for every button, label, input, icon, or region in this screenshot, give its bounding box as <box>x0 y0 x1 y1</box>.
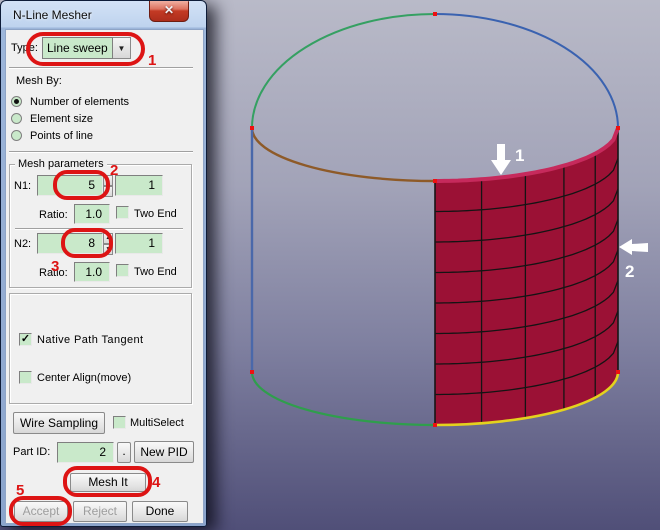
spinner-down-icon[interactable]: ▼ <box>103 186 113 197</box>
chevron-down-icon[interactable]: ▼ <box>113 37 131 59</box>
options-group <box>9 293 192 404</box>
key-point <box>433 179 437 183</box>
annotation-number-3: 3 <box>51 258 60 275</box>
separator <box>9 67 193 69</box>
radio-element-size[interactable] <box>11 113 22 124</box>
n1-ratio-label: Ratio: <box>39 209 68 221</box>
key-point <box>616 370 620 374</box>
native-path-tangent-checkbox[interactable]: ✓ <box>19 333 32 346</box>
native-path-tangent-label[interactable]: Native Path Tangent <box>37 334 144 346</box>
n1-bias-input[interactable]: 1 <box>115 175 163 196</box>
mesh-by-label: Mesh By: <box>16 75 62 87</box>
n2-two-end-label[interactable]: Two End <box>134 266 177 278</box>
multiselect-checkbox[interactable] <box>113 416 126 429</box>
dialog-body: Type: Line sweep ▼ Mesh By: Number of el… <box>5 29 204 526</box>
accept-button[interactable]: Accept <box>14 501 68 522</box>
mesh-row-line <box>435 219 619 274</box>
new-pid-button[interactable]: New PID <box>134 441 194 463</box>
spinner-down-icon[interactable]: ▼ <box>103 244 113 255</box>
key-point <box>250 126 254 130</box>
n2-two-end-checkbox[interactable] <box>116 264 129 277</box>
n1-input[interactable]: 5 <box>37 175 103 196</box>
n2-input[interactable]: 8 <box>37 233 103 254</box>
curve-bottom-left <box>250 371 436 427</box>
viewport-label-2: 2 <box>625 262 634 281</box>
mesh-parameters-title: Mesh parameters <box>15 158 107 170</box>
annotation-number-2: 2 <box>110 162 119 179</box>
annotation-number-1: 1 <box>148 52 157 69</box>
curve-back-left <box>251 13 436 129</box>
type-dropdown-value[interactable]: Line sweep <box>42 37 113 59</box>
n2-bias-input[interactable]: 1 <box>115 233 163 254</box>
n1-ratio-input[interactable]: 1.0 <box>74 204 110 224</box>
key-point <box>433 12 437 16</box>
center-align-checkbox[interactable] <box>19 371 32 384</box>
type-dropdown[interactable]: Line sweep ▼ <box>42 37 131 59</box>
separator <box>15 228 183 230</box>
reject-button[interactable]: Reject <box>73 501 127 522</box>
multiselect-label[interactable]: MultiSelect <box>130 417 184 429</box>
radio-element-size-label[interactable]: Element size <box>30 113 93 125</box>
curve-back-right <box>434 13 619 129</box>
curve-front-left <box>250 127 436 183</box>
mesh-row-line <box>435 249 619 304</box>
n2-label: N2: <box>14 238 32 250</box>
part-id-input[interactable]: 2 <box>57 442 114 463</box>
mesh-bottom-edge <box>434 371 620 427</box>
mesh-row-line <box>435 341 619 396</box>
n-line-mesher-dialog: N-Line Mesher ✕ Type: Line sweep ▼ Mesh … <box>0 0 207 527</box>
n1-label: N1: <box>14 180 32 192</box>
n1-two-end-label[interactable]: Two End <box>134 208 177 220</box>
radio-points-of-line[interactable] <box>11 130 22 141</box>
n2-ratio-label: Ratio: <box>39 267 68 279</box>
annotation-number-4: 4 <box>152 474 161 491</box>
radio-number-of-elements[interactable] <box>11 96 22 107</box>
viewport-label-1: 1 <box>515 146 524 165</box>
spinner-up-icon[interactable]: ▲ <box>103 233 113 244</box>
dialog-title: N-Line Mesher <box>13 8 92 22</box>
mesh-surface <box>435 128 618 425</box>
n2-ratio-input[interactable]: 1.0 <box>74 262 110 282</box>
arrow-left-icon <box>619 239 648 255</box>
part-id-label: Part ID: <box>13 446 51 458</box>
part-id-picker-button[interactable]: . <box>117 442 131 463</box>
mesh-top-edge <box>435 127 620 183</box>
mesh-row-line <box>435 310 619 365</box>
wire-sampling-button[interactable]: Wire Sampling <box>13 412 105 434</box>
arrow-down-icon <box>491 144 511 175</box>
key-point <box>616 126 620 130</box>
mesh-row-line <box>435 158 619 213</box>
key-point <box>433 423 437 427</box>
close-icon[interactable]: ✕ <box>149 1 189 22</box>
radio-points-of-line-label[interactable]: Points of line <box>30 130 93 142</box>
mesh-row-line <box>435 280 619 335</box>
key-point <box>250 370 254 374</box>
separator <box>9 151 193 153</box>
radio-number-of-elements-label[interactable]: Number of elements <box>30 96 130 108</box>
annotation-number-5: 5 <box>16 482 25 499</box>
n2-stepper[interactable]: ▲ ▼ <box>103 233 113 255</box>
done-button[interactable]: Done <box>132 501 188 522</box>
n1-two-end-checkbox[interactable] <box>116 206 129 219</box>
mesh-row-line <box>435 188 619 243</box>
type-label: Type: <box>11 42 38 54</box>
mesh-it-button[interactable]: Mesh It <box>70 473 146 492</box>
center-align-label[interactable]: Center Align(move) <box>37 372 132 384</box>
